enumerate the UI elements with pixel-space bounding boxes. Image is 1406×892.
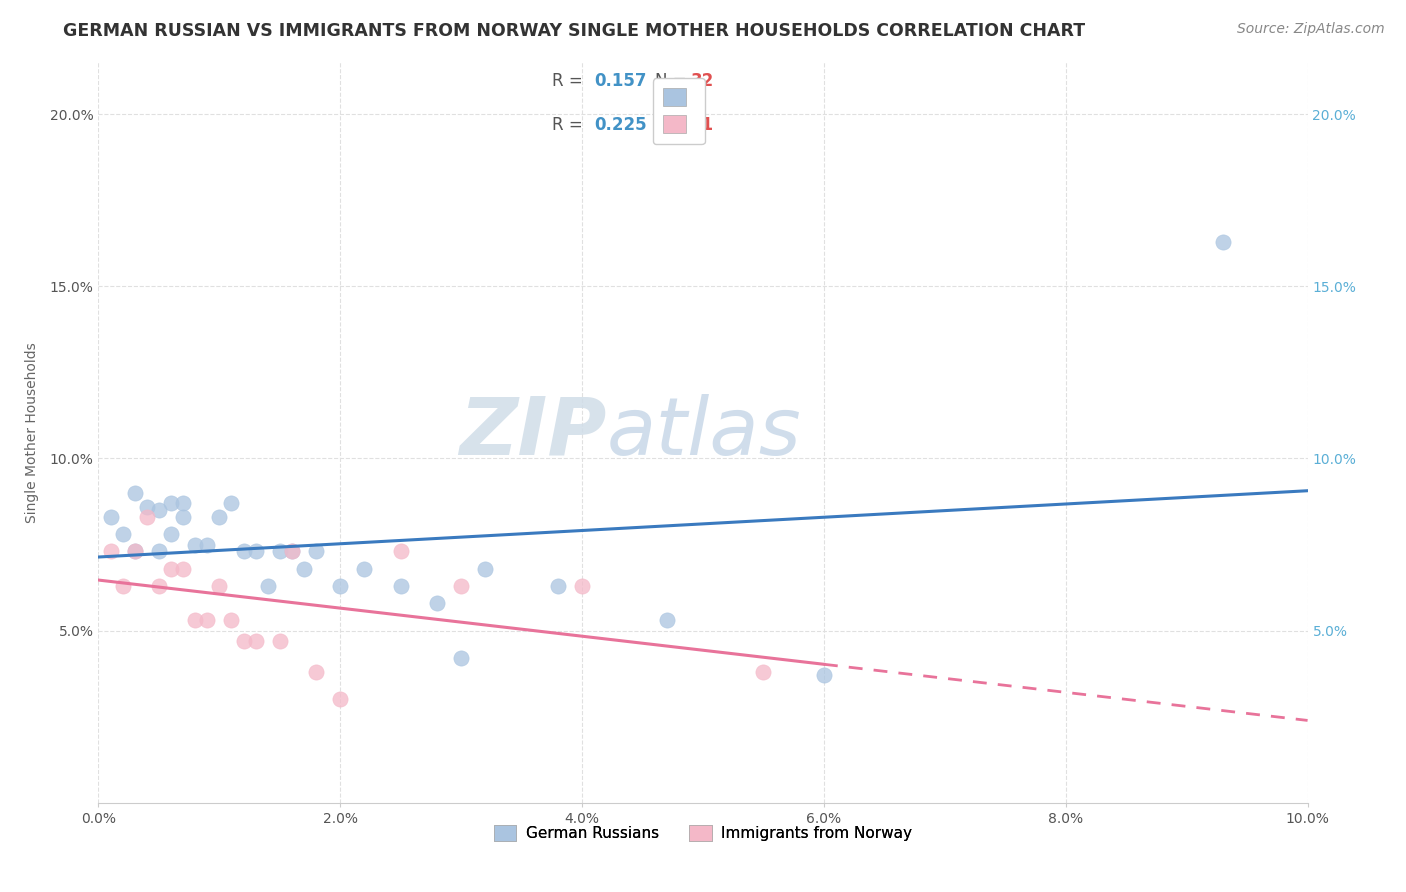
Point [184, 537, 207, 551]
Point [353, 561, 375, 575]
Point [148, 503, 170, 517]
Point [655, 613, 678, 627]
Point [269, 634, 291, 648]
Point [232, 544, 254, 558]
Point [245, 544, 267, 558]
Point [208, 579, 231, 593]
Point [172, 510, 194, 524]
Point [813, 668, 835, 682]
Point [111, 527, 134, 541]
Text: atlas: atlas [606, 393, 801, 472]
Text: N =: N = [655, 116, 692, 135]
Point [389, 544, 412, 558]
Point [124, 486, 146, 500]
Text: 0.157: 0.157 [595, 72, 647, 90]
Point [172, 496, 194, 510]
Point [135, 510, 157, 524]
Point [100, 544, 122, 558]
Point [184, 613, 207, 627]
Point [547, 579, 569, 593]
Point [148, 544, 170, 558]
Text: R =: R = [551, 72, 588, 90]
Text: N =: N = [655, 72, 692, 90]
Text: ZIP: ZIP [458, 393, 606, 472]
Point [752, 665, 775, 679]
Text: GERMAN RUSSIAN VS IMMIGRANTS FROM NORWAY SINGLE MOTHER HOUSEHOLDS CORRELATION CH: GERMAN RUSSIAN VS IMMIGRANTS FROM NORWAY… [63, 22, 1085, 40]
Point [245, 634, 267, 648]
Point [124, 544, 146, 558]
Point [124, 544, 146, 558]
Point [232, 634, 254, 648]
Point [195, 613, 218, 627]
Point [148, 579, 170, 593]
Point [172, 561, 194, 575]
Point [100, 510, 122, 524]
Point [329, 692, 352, 706]
Point [305, 665, 328, 679]
Point [269, 544, 291, 558]
Point [221, 496, 243, 510]
Y-axis label: Single Mother Households: Single Mother Households [24, 343, 38, 523]
Point [292, 561, 315, 575]
Point [111, 579, 134, 593]
Point [450, 651, 472, 665]
Point [426, 596, 449, 610]
Point [329, 579, 352, 593]
Point [256, 579, 278, 593]
Text: R =: R = [551, 116, 588, 135]
Point [281, 544, 304, 558]
Point [281, 544, 304, 558]
Point [135, 500, 157, 514]
Point [221, 613, 243, 627]
Point [450, 579, 472, 593]
Point [195, 537, 218, 551]
Point [571, 579, 593, 593]
Point [1212, 235, 1234, 249]
Text: 32: 32 [690, 72, 714, 90]
Point [160, 496, 183, 510]
Text: 0.225: 0.225 [595, 116, 647, 135]
Legend: German Russians, Immigrants from Norway: German Russians, Immigrants from Norway [488, 819, 918, 847]
Point [305, 544, 328, 558]
Point [160, 527, 183, 541]
Point [389, 579, 412, 593]
Point [474, 561, 496, 575]
Text: 21: 21 [690, 116, 714, 135]
Point [160, 561, 183, 575]
Text: Source: ZipAtlas.com: Source: ZipAtlas.com [1237, 22, 1385, 37]
Point [208, 510, 231, 524]
